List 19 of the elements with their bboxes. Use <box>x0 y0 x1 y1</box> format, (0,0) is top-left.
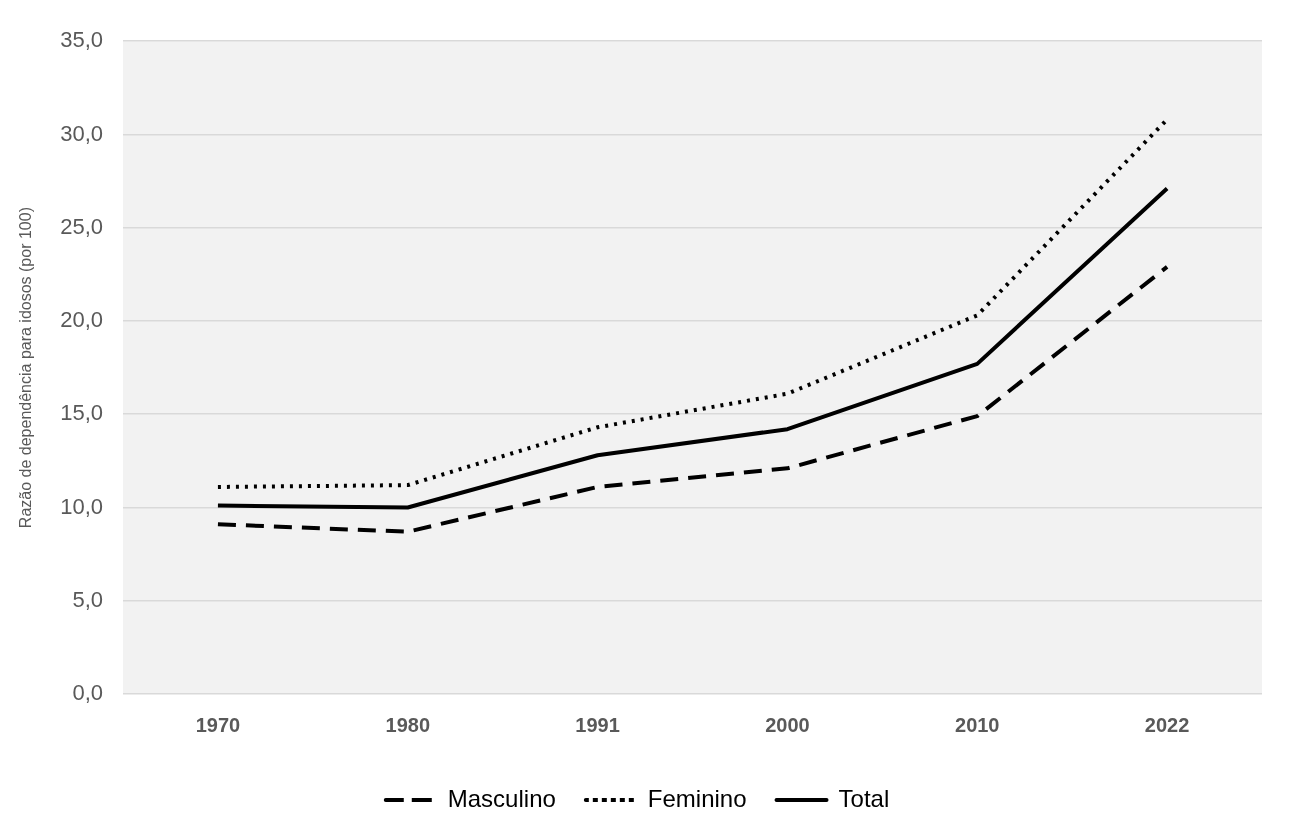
legend-label: Feminino <box>647 784 747 812</box>
y-tick-label: 5,0 <box>72 586 104 612</box>
x-tick-label: 2010 <box>955 713 1000 736</box>
x-tick-label: 1980 <box>385 713 431 736</box>
x-tick-label: 2000 <box>765 713 810 736</box>
y-tick-label: 30,0 <box>60 120 104 146</box>
y-axis-title: Razão de dependência para idosos (por 100) <box>17 207 35 529</box>
y-tick-label: 35,0 <box>60 27 104 53</box>
legend-label: Masculino <box>447 784 556 812</box>
line-series <box>215 264 1170 534</box>
x-tick-label: 1991 <box>575 713 620 736</box>
y-tick-label: 0,0 <box>72 680 104 706</box>
y-tick-label: 25,0 <box>60 213 104 239</box>
y-tick-label: 20,0 <box>60 307 104 333</box>
legend-label: Total <box>838 784 890 812</box>
x-tick-label: 1970 <box>195 713 241 736</box>
y-tick-label: 15,0 <box>60 400 104 426</box>
x-tick-label: 2022 <box>1144 713 1190 736</box>
y-tick-label: 10,0 <box>60 493 104 519</box>
